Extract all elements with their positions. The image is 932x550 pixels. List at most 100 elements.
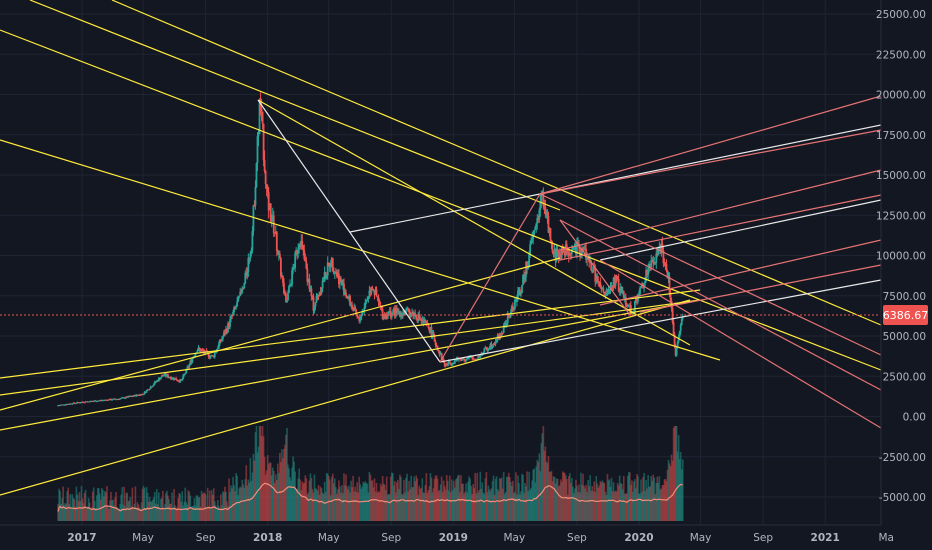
price-axis-label: 20000.00 xyxy=(876,90,926,102)
trendline-white[interactable] xyxy=(349,193,541,233)
volume-bar xyxy=(487,485,490,521)
trendline-yellow[interactable] xyxy=(0,299,701,396)
trendline-pink[interactable] xyxy=(539,129,882,195)
trendline-pink[interactable] xyxy=(599,259,882,429)
trendline-pink[interactable] xyxy=(559,219,882,391)
volume-bar xyxy=(533,468,536,521)
price-axis-label: 2500.00 xyxy=(883,371,926,383)
volume-bar xyxy=(375,482,378,521)
volume-bar xyxy=(618,475,621,521)
volume-bar xyxy=(61,498,63,521)
candle-body xyxy=(108,399,110,401)
candle-body xyxy=(537,217,540,220)
candle-body xyxy=(443,362,446,366)
volume-bar xyxy=(633,481,635,521)
volume-bar xyxy=(561,471,564,521)
candle-body xyxy=(412,312,415,317)
time-axis-label: 2019 xyxy=(439,532,468,544)
candle-body xyxy=(126,396,129,398)
candle-body xyxy=(344,292,346,295)
trendline-pink[interactable] xyxy=(539,95,882,195)
trendline-yellow[interactable] xyxy=(0,299,691,496)
volume-bar xyxy=(159,508,161,521)
volume-bar xyxy=(463,493,465,521)
volume-bar xyxy=(452,490,454,521)
trendline-pink[interactable] xyxy=(599,239,882,306)
candle-body xyxy=(579,247,581,258)
time-axis-panel[interactable] xyxy=(0,525,932,550)
candle-body xyxy=(251,231,254,251)
price-axis[interactable]: 25000.00 22500.00 20000.00 17500.00 15000.00… xyxy=(876,9,926,504)
volume-bar xyxy=(534,482,537,521)
candle-body xyxy=(234,307,237,309)
volume-bar xyxy=(149,501,152,521)
volume-bar xyxy=(164,504,166,521)
volume-bar xyxy=(554,483,557,521)
trendline-yellow[interactable] xyxy=(0,289,701,379)
candle-body xyxy=(435,344,438,346)
volume-bar xyxy=(200,490,203,521)
volume-bar xyxy=(675,426,678,521)
trendline-white[interactable] xyxy=(599,199,882,261)
trendline-white[interactable] xyxy=(539,124,882,195)
trendline-drawings[interactable] xyxy=(0,0,882,496)
candle-body xyxy=(490,343,493,348)
candle-body xyxy=(82,402,85,404)
candle-body xyxy=(581,248,583,254)
volume-bar xyxy=(632,491,634,521)
volume-bar xyxy=(353,491,355,521)
volume-bar xyxy=(121,487,123,521)
trendline-pink[interactable] xyxy=(539,193,882,356)
volume-bar xyxy=(478,490,481,521)
volume-bar xyxy=(62,486,64,521)
trendline-white[interactable] xyxy=(257,99,441,363)
time-axis[interactable]: 2017 May Sep 2018 May Sep 2019 May Sep 2020 May Sep… xyxy=(67,532,894,544)
candle-body xyxy=(391,312,394,315)
candle-body xyxy=(133,394,136,397)
volume-bar xyxy=(58,488,60,521)
price-axis-panel[interactable] xyxy=(881,0,932,525)
volume-bar xyxy=(549,472,552,521)
volume-bar xyxy=(552,476,555,521)
candle-body xyxy=(555,249,558,262)
trendline-white[interactable] xyxy=(439,279,882,363)
trendline-yellow[interactable] xyxy=(29,0,561,211)
candle-body xyxy=(618,290,621,292)
volume-bar xyxy=(555,478,558,521)
trendline-pink[interactable] xyxy=(439,193,541,363)
volume-bar xyxy=(414,481,416,521)
volume-bar xyxy=(175,509,177,521)
volume-bar xyxy=(122,504,125,521)
candle-body xyxy=(132,396,135,398)
volume-bar xyxy=(518,483,520,521)
volume-bar xyxy=(536,459,539,521)
trendline-yellow[interactable] xyxy=(111,0,882,326)
volume-bar xyxy=(239,486,241,521)
volume-bar xyxy=(220,494,222,521)
candle-body xyxy=(213,352,216,357)
volume-bar xyxy=(202,492,205,521)
candle-body xyxy=(594,268,597,282)
trendline-pink[interactable] xyxy=(639,264,882,313)
candle-body xyxy=(147,389,150,391)
candle-body xyxy=(612,277,615,287)
trendline-yellow[interactable] xyxy=(0,29,882,371)
trendline-yellow[interactable] xyxy=(257,99,691,346)
volume-bar xyxy=(526,471,528,521)
trendline-yellow[interactable] xyxy=(0,139,721,361)
volume-bar xyxy=(524,482,526,521)
trendline-pink[interactable] xyxy=(559,169,882,251)
trendline-pink[interactable] xyxy=(559,219,631,316)
candle-body xyxy=(124,397,127,399)
candle-body xyxy=(651,259,654,261)
volume-bar xyxy=(679,451,682,521)
volume-bar xyxy=(214,505,217,521)
candle-body xyxy=(613,277,616,286)
trendline-yellow[interactable] xyxy=(0,299,701,431)
trendline-pink[interactable] xyxy=(559,194,882,261)
trendline-yellow[interactable] xyxy=(0,257,561,411)
candle-body xyxy=(382,314,385,320)
volume-bar xyxy=(179,493,181,521)
